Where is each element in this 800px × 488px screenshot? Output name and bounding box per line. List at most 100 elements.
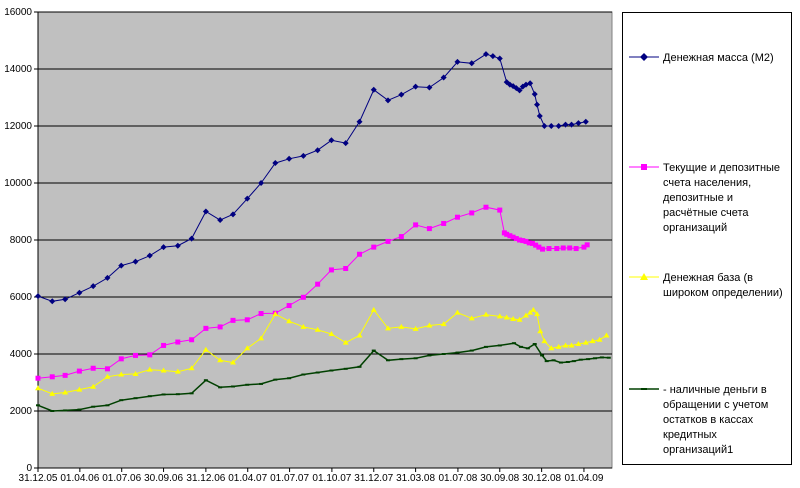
data-point [90,283,97,290]
data-point [496,55,503,62]
data-point [273,378,278,381]
data-point [62,389,69,395]
x-tick-label: 31.12.06 [186,473,225,484]
data-point [440,74,447,81]
series-cash [36,342,611,412]
data-point [217,324,223,330]
data-point [412,325,419,331]
data-point [203,325,209,331]
data-point [62,372,68,378]
data-point [146,252,153,259]
data-point [174,242,181,249]
data-point [230,317,236,323]
series-m2 [35,51,589,305]
data-point [314,326,321,332]
y-tick-label: 2000 [10,406,33,417]
data-point [258,180,265,186]
data-point [329,369,334,372]
data-point [286,318,293,324]
data-point [77,408,82,411]
data-point [582,118,589,125]
data-point [63,409,68,412]
data-point [76,386,83,392]
y-tick-label: 12000 [4,121,32,132]
data-point [504,231,510,237]
data-point [518,345,523,348]
data-point [455,351,460,354]
y-tick-label: 14000 [4,64,32,75]
data-point [469,210,475,216]
data-point [562,342,569,348]
data-point [328,331,335,337]
data-point [540,354,545,357]
data-point [497,207,503,213]
data-point [189,337,195,343]
data-point [104,274,111,281]
data-point [544,360,549,363]
legend-label: Денежная база (в широком определении) [663,272,783,299]
data-point [230,359,237,365]
data-point [497,344,502,347]
x-tick-label: 01.07.07 [270,473,309,484]
x-tick-label: 31.03.08 [396,473,435,484]
data-point [534,101,541,108]
y-tick-label: 16000 [4,7,32,18]
data-point [516,316,523,322]
data-point [146,366,153,372]
data-point [371,349,376,352]
data-point [286,155,293,162]
data-point [105,404,110,407]
y-tick-label: 4000 [10,349,33,360]
data-point [599,356,604,359]
data-point [513,236,519,242]
data-point [49,390,56,396]
data-point [398,91,405,98]
data-point [548,345,555,351]
legend-label: - наличные деньги в обращении с учетом о… [663,384,769,456]
x-tick-label: 30.12.08 [522,473,561,484]
data-point [385,325,392,331]
data-point [35,385,41,391]
data-point [188,365,195,371]
data-point [244,317,250,323]
data-point [536,113,543,120]
data-point [540,246,546,252]
data-point [315,281,321,287]
data-point [118,371,125,377]
data-point [536,244,542,250]
data-point [426,84,433,91]
data-point [356,332,363,338]
data-point [522,312,529,318]
data-point [218,386,223,389]
data-point [526,240,532,246]
data-point [527,309,534,315]
data-point [586,358,591,361]
data-point [49,374,55,380]
data-point [300,294,306,300]
data-point [482,311,489,317]
x-tick-label: 31.12.07 [354,473,393,484]
data-point [259,382,264,385]
x-tick-label: 01.07.08 [438,473,477,484]
data-point [413,222,419,228]
data-point [573,246,579,252]
x-tick-label: 30.09.08 [480,473,519,484]
data-point [35,293,41,300]
data-point [560,245,566,251]
data-point [300,323,307,329]
data-point [565,360,570,363]
data-point [426,226,432,232]
data-point [272,160,279,167]
data-point [554,246,560,252]
x-tick-label: 01.04.07 [228,473,267,484]
data-point [468,315,475,321]
data-point [555,123,562,129]
x-tick-label: 01.04.06 [60,473,99,484]
data-point [413,357,418,360]
data-point [567,245,573,251]
data-point [520,238,526,244]
data-point [357,365,362,368]
legend-label: Денежная масса (М2) [663,52,774,64]
data-point [90,383,97,389]
y-tick-label: 0 [26,463,32,474]
